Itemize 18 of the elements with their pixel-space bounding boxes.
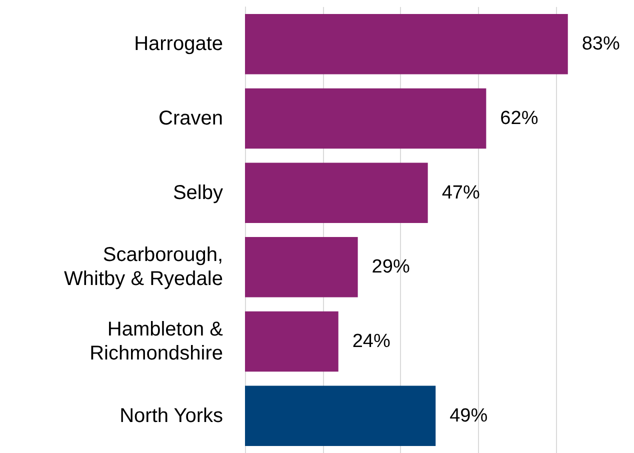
bar — [245, 311, 338, 372]
bar — [245, 88, 486, 149]
bar — [245, 14, 568, 74]
bar — [245, 386, 436, 446]
y-tick-label: Craven — [158, 108, 223, 130]
data-label: 24% — [352, 331, 390, 352]
data-label: 83% — [582, 34, 620, 55]
y-tick-label: North Yorks — [120, 404, 223, 427]
data-label: 47% — [442, 182, 480, 204]
y-tick-label: Harrogate — [134, 33, 223, 56]
bar — [245, 237, 358, 298]
data-label: 62% — [500, 108, 538, 129]
bar — [245, 162, 428, 223]
y-tick-label: Scarborough, Whitby & Ryedale — [64, 244, 223, 290]
data-label: 29% — [372, 256, 410, 278]
data-label: 49% — [450, 405, 488, 426]
y-tick-label: Hambleton & Richmondshire — [90, 318, 224, 364]
y-tick-label: Selby — [172, 182, 223, 204]
